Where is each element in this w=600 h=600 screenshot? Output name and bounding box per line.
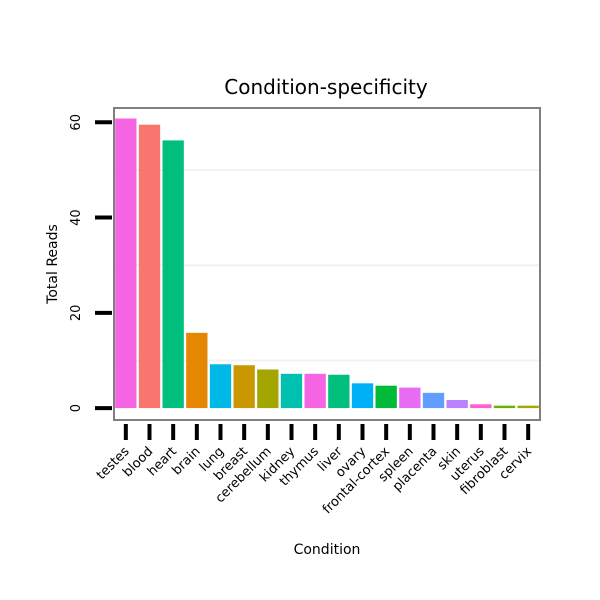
y-tick-label: 40 xyxy=(69,209,84,226)
bar-heart xyxy=(162,140,184,409)
bar-placenta xyxy=(422,392,445,409)
bar-kidney xyxy=(280,373,303,409)
y-axis: 0 20 40 60 xyxy=(69,114,112,412)
bar-cervix xyxy=(517,405,539,409)
plot-border xyxy=(113,107,541,421)
chart-title: Condition-specificity xyxy=(224,75,428,99)
bar-skin xyxy=(446,399,468,409)
bars xyxy=(115,118,539,409)
x-axis: testesbloodheartbrainlungbreastcerebellu… xyxy=(94,424,535,517)
y-tick-label: 60 xyxy=(69,114,84,131)
bar-liver xyxy=(328,374,350,409)
bar-thymus xyxy=(304,373,326,409)
bar-lung xyxy=(209,364,232,409)
bar-frontal-cortex xyxy=(375,385,397,409)
gridlines xyxy=(114,168,540,362)
y-tick-label: 20 xyxy=(69,305,84,322)
bar-ovary xyxy=(351,383,374,409)
bar-brain xyxy=(186,332,208,409)
bar-blood xyxy=(138,124,161,409)
bar-breast xyxy=(233,365,255,409)
bar-testes xyxy=(115,118,137,409)
y-tick-label: 0 xyxy=(69,404,84,412)
bar-spleen xyxy=(399,387,421,409)
y-axis-label: Total Reads xyxy=(45,224,61,305)
x-axis-label: Condition xyxy=(294,542,361,558)
bar-uterus xyxy=(470,404,492,409)
bar-fibroblast xyxy=(493,405,516,409)
bar-cerebellum xyxy=(257,369,279,409)
